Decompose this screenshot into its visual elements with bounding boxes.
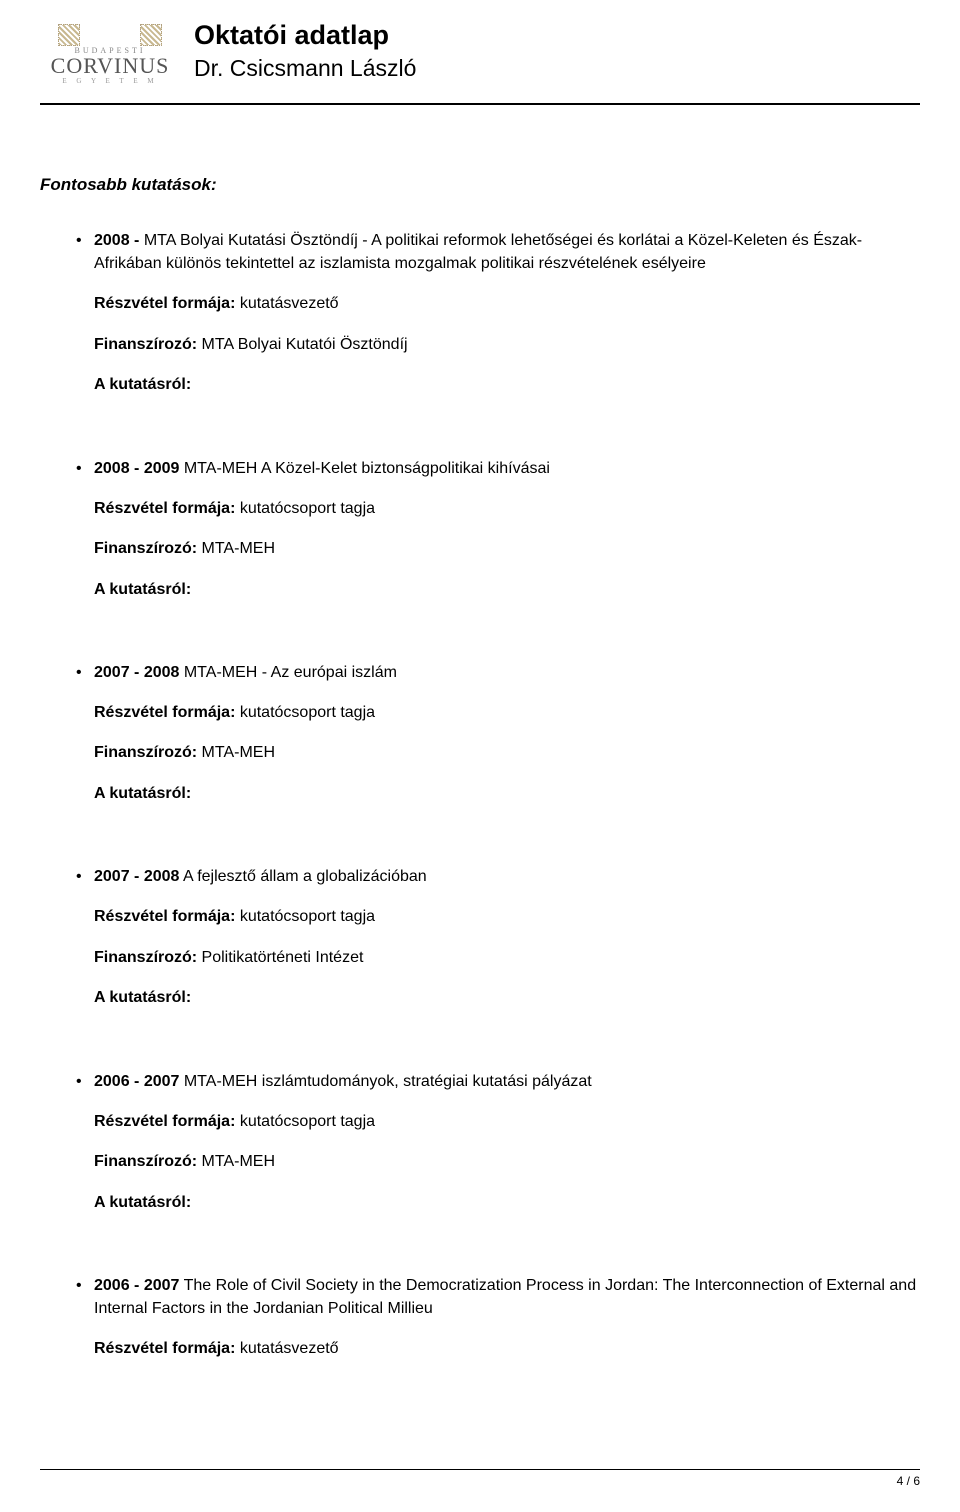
page-title: Oktatói adatlap [194,20,416,51]
section-title: Fontosabb kutatások: [40,175,920,195]
about-line: A kutatásról: [94,1192,920,1214]
about-label: A kutatásról: [94,1194,191,1211]
participation-value: kutatócsoport tagja [235,908,375,925]
research-item: 2008 - MTA Bolyai Kutatási Ösztöndíj - A… [94,229,920,397]
research-list: 2008 - MTA Bolyai Kutatási Ösztöndíj - A… [40,229,920,1361]
header-rule [40,103,920,105]
research-item: 2007 - 2008 MTA-MEH - Az európai iszlám R… [94,661,920,805]
research-item-title: 2007 - 2008 A fejlesztő állam a globaliz… [94,868,427,885]
research-item-title: 2006 - 2007 The Role of Civil Society in… [94,1277,916,1317]
about-line: A kutatásról: [94,987,920,1009]
research-item-year: 2007 - 2008 [94,868,179,885]
about-label: A kutatásról: [94,581,191,598]
funder-value: MTA Bolyai Kutatói Ösztöndíj [197,336,407,353]
research-item-text: MTA-MEH iszlámtudományok, stratégiai kut… [179,1073,591,1090]
participation-line: Részvétel formája: kutatócsoport tagja [94,906,920,928]
research-item-title: 2006 - 2007 MTA-MEH iszlámtudományok, st… [94,1073,592,1090]
participation-label: Részvétel formája: [94,908,235,925]
participation-label: Részvétel formája: [94,1113,235,1130]
research-item-text: MTA Bolyai Kutatási Ösztöndíj - A politi… [94,232,862,272]
footer-rule [40,1469,920,1470]
participation-line: Részvétel formája: kutatócsoport tagja [94,498,920,520]
funder-line: Finanszírozó: MTA Bolyai Kutatói Ösztönd… [94,334,920,356]
research-item-text: The Role of Civil Society in the Democra… [94,1277,916,1317]
participation-line: Részvétel formája: kutatócsoport tagja [94,1111,920,1133]
research-item-title: 2008 - 2009 MTA-MEH A Közel-Kelet bizton… [94,460,550,477]
research-item: 2006 - 2007 MTA-MEH iszlámtudományok, st… [94,1070,920,1214]
research-item-year: 2008 - 2009 [94,460,179,477]
participation-line: Részvétel formája: kutatásvezető [94,1338,920,1360]
participation-label: Részvétel formája: [94,295,235,312]
funder-line: Finanszírozó: MTA-MEH [94,1151,920,1173]
participation-label: Részvétel formája: [94,1340,235,1357]
research-item: 2008 - 2009 MTA-MEH A Közel-Kelet bizton… [94,457,920,601]
research-item-body: Részvétel formája: kutatásvezető [94,1338,920,1360]
about-label: A kutatásról: [94,376,191,393]
research-item: 2007 - 2008 A fejlesztő állam a globaliz… [94,865,920,1009]
corvinus-logo: BUDAPESTI CORVINUS E G Y E T E M [40,20,180,85]
research-item-body: Részvétel formája: kutatásvezető Finanszí… [94,293,920,396]
funder-label: Finanszírozó: [94,744,197,761]
research-item-body: Részvétel formája: kutatócsoport tagja Fi… [94,498,920,601]
funder-label: Finanszírozó: [94,949,197,966]
research-item-year: 2007 - 2008 [94,664,179,681]
participation-value: kutatásvezető [235,295,338,312]
funder-value: MTA-MEH [197,1153,275,1170]
research-item: 2006 - 2007 The Role of Civil Society in… [94,1274,920,1361]
research-item-title: 2008 - MTA Bolyai Kutatási Ösztöndíj - A… [94,232,862,272]
about-line: A kutatásról: [94,579,920,601]
page-footer: 4 / 6 [40,1469,920,1488]
page-header: BUDAPESTI CORVINUS E G Y E T E M Oktatói… [40,20,920,85]
research-item-body: Részvétel formája: kutatócsoport tagja Fi… [94,702,920,805]
participation-value: kutatócsoport tagja [235,500,375,517]
funder-label: Finanszírozó: [94,1153,197,1170]
participation-value: kutatócsoport tagja [235,704,375,721]
research-item-year: 2008 - [94,232,139,249]
research-item-year: 2006 - 2007 [94,1277,179,1294]
research-item-text: MTA-MEH A Közel-Kelet biztonságpolitikai… [179,460,550,477]
about-label: A kutatásról: [94,989,191,1006]
content: Fontosabb kutatások: 2008 - MTA Bolyai K… [40,175,920,1361]
participation-line: Részvétel formája: kutatócsoport tagja [94,702,920,724]
funder-line: Finanszírozó: MTA-MEH [94,538,920,560]
participation-line: Részvétel formája: kutatásvezető [94,293,920,315]
about-line: A kutatásról: [94,374,920,396]
funder-value: Politikatörténeti Intézet [197,949,363,966]
about-label: A kutatásról: [94,785,191,802]
about-line: A kutatásról: [94,783,920,805]
research-item-title: 2007 - 2008 MTA-MEH - Az európai iszlám [94,664,397,681]
research-item-text: A fejlesztő állam a globalizációban [179,868,426,885]
participation-value: kutatásvezető [235,1340,338,1357]
page-subtitle: Dr. Csicsmann László [194,55,416,82]
funder-label: Finanszírozó: [94,336,197,353]
research-item-body: Részvétel formája: kutatócsoport tagja Fi… [94,906,920,1009]
funder-line: Finanszírozó: Politikatörténeti Intézet [94,947,920,969]
funder-label: Finanszírozó: [94,540,197,557]
funder-value: MTA-MEH [197,540,275,557]
participation-label: Részvétel formája: [94,500,235,517]
research-item-text: MTA-MEH - Az európai iszlám [179,664,397,681]
funder-value: MTA-MEH [197,744,275,761]
research-item-year: 2006 - 2007 [94,1073,179,1090]
participation-label: Részvétel formája: [94,704,235,721]
title-block: Oktatói adatlap Dr. Csicsmann László [194,20,416,82]
funder-line: Finanszírozó: MTA-MEH [94,742,920,764]
research-item-body: Részvétel formája: kutatócsoport tagja Fi… [94,1111,920,1214]
page-number: 4 / 6 [40,1474,920,1488]
participation-value: kutatócsoport tagja [235,1113,375,1130]
logo-main-text: CORVINUS [40,53,180,79]
